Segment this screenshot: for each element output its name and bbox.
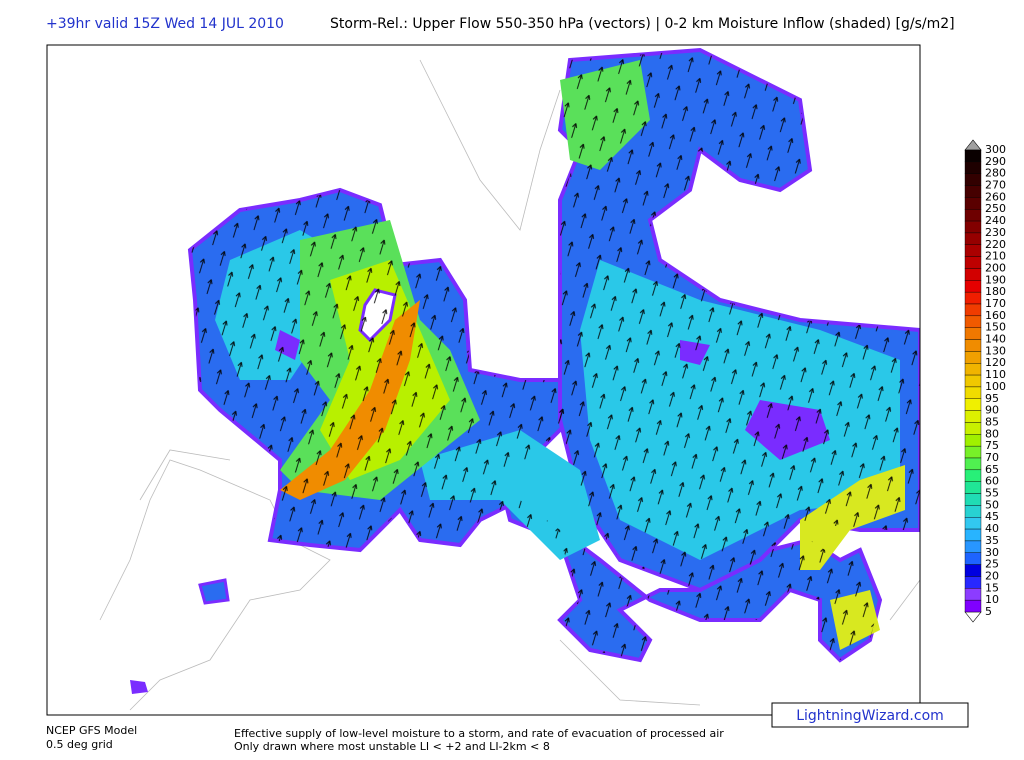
valid-time: +39hr valid 15Z Wed 14 JUL 2010 (46, 16, 284, 32)
colorbar-label: 45 (985, 510, 999, 523)
colorbar-label: 220 (985, 238, 1006, 251)
colorbar-label: 15 (985, 581, 999, 594)
colorbar-label: 250 (985, 202, 1006, 215)
colorbar-swatch (964, 528, 982, 542)
colorbar-swatch (964, 457, 982, 471)
colorbar-label: 290 (985, 155, 1006, 168)
colorbar-label: 65 (985, 463, 999, 476)
colorbar-label: 55 (985, 487, 999, 500)
colorbar-swatch (964, 303, 982, 317)
colorbar-label: 60 (985, 475, 999, 488)
watermark-box (771, 702, 969, 728)
colorbar-label: 50 (985, 498, 999, 511)
watermark: LightningWizard.com (796, 708, 944, 724)
colorbar-label: 75 (985, 439, 999, 452)
colorbar-label: 110 (985, 368, 1006, 381)
description: Effective supply of low-level moisture t… (234, 727, 724, 740)
colorbar-swatch (964, 493, 982, 506)
colorbar-label: 10 (985, 593, 999, 606)
wind-vectors (190, 50, 920, 660)
colorbar-swatch (964, 588, 982, 601)
colorbar-label: 20 (985, 569, 999, 582)
colorbar-swatch (964, 232, 982, 245)
colorbar-swatch (964, 445, 982, 459)
colorbar-label: 95 (985, 392, 999, 405)
map-area (47, 45, 920, 715)
colorbar-label: 140 (985, 333, 1006, 346)
colorbar-label: 90 (985, 404, 999, 417)
colorbar-swatch (964, 220, 982, 234)
colorbar-swatch (964, 161, 982, 174)
colorbar-label: 70 (985, 451, 999, 464)
colorbar-label: 230 (985, 226, 1006, 239)
colorbar-label: 160 (985, 309, 1006, 322)
colorbar-label: 5 (985, 605, 992, 618)
colorbar-swatch (964, 173, 982, 186)
grid-resolution: 0.5 deg grid (46, 738, 113, 751)
colorbar-swatch (964, 422, 982, 435)
colorbar-swatch (964, 244, 982, 257)
colorbar-label: 170 (985, 297, 1006, 310)
colorbar-swatch (964, 599, 982, 613)
colorbar-label: 30 (985, 546, 999, 559)
colorbar-swatch (964, 327, 982, 340)
colorbar-swatch (964, 552, 982, 565)
colorbar-swatch (964, 386, 982, 399)
colorbar-swatch (964, 351, 982, 364)
colorbar-label: 130 (985, 344, 1006, 357)
colorbar-label: 120 (985, 356, 1006, 369)
colorbar-swatch (964, 398, 982, 411)
colorbar-swatch (964, 185, 982, 198)
map-frame (46, 44, 921, 716)
colorbar-label: 180 (985, 285, 1006, 298)
colorbar-label: 35 (985, 534, 999, 547)
colorbar-swatch (964, 576, 982, 589)
colorbar-swatch (964, 209, 982, 222)
colorbar-swatch (964, 197, 982, 210)
colorbar-label: 80 (985, 427, 999, 440)
colorbar-swatch (964, 339, 982, 352)
colorbar-swatch (964, 291, 982, 305)
colorbar-label: 270 (985, 179, 1006, 192)
colorbar-swatch (964, 469, 982, 482)
colorbar-top-arrow (964, 139, 982, 151)
colorbar: 3002902802702602502402302202102001901801… (964, 139, 1006, 623)
colorbar-swatch (964, 374, 982, 388)
colorbar-label: 200 (985, 261, 1006, 274)
model-name: NCEP GFS Model (46, 724, 137, 737)
colorbar-swatch (964, 363, 982, 376)
colorbar-label: 260 (985, 190, 1006, 203)
colorbar-swatch (964, 564, 982, 577)
colorbar-label: 85 (985, 415, 999, 428)
colorbar-swatch (964, 149, 982, 163)
colorbar-label: 240 (985, 214, 1006, 227)
colorbar-label: 210 (985, 250, 1006, 263)
moisture-patch (198, 578, 230, 605)
colorbar-swatch (964, 517, 982, 530)
colorbar-label: 300 (985, 143, 1006, 156)
colorbar-label: 100 (985, 380, 1006, 393)
colorbar-bottom-arrow (964, 611, 982, 623)
colorbar-swatch (964, 315, 982, 328)
colorbar-label: 190 (985, 273, 1006, 286)
colorbar-swatch (964, 505, 982, 518)
colorbar-label: 25 (985, 558, 999, 571)
colorbar-swatch (964, 256, 982, 269)
map-title: Storm-Rel.: Upper Flow 550-350 hPa (vect… (330, 16, 955, 32)
colorbar-swatch (964, 410, 982, 423)
moisture-patch (130, 680, 148, 694)
colorbar-label: 40 (985, 522, 999, 535)
colorbar-swatch (964, 481, 982, 494)
colorbar-label: 280 (985, 167, 1006, 180)
colorbar-swatch (964, 540, 982, 553)
colorbar-swatch (964, 268, 982, 281)
colorbar-swatch (964, 434, 982, 447)
description: Only drawn where most unstable LI < +2 a… (234, 740, 550, 753)
colorbar-label: 150 (985, 321, 1006, 334)
colorbar-swatch (964, 280, 982, 293)
